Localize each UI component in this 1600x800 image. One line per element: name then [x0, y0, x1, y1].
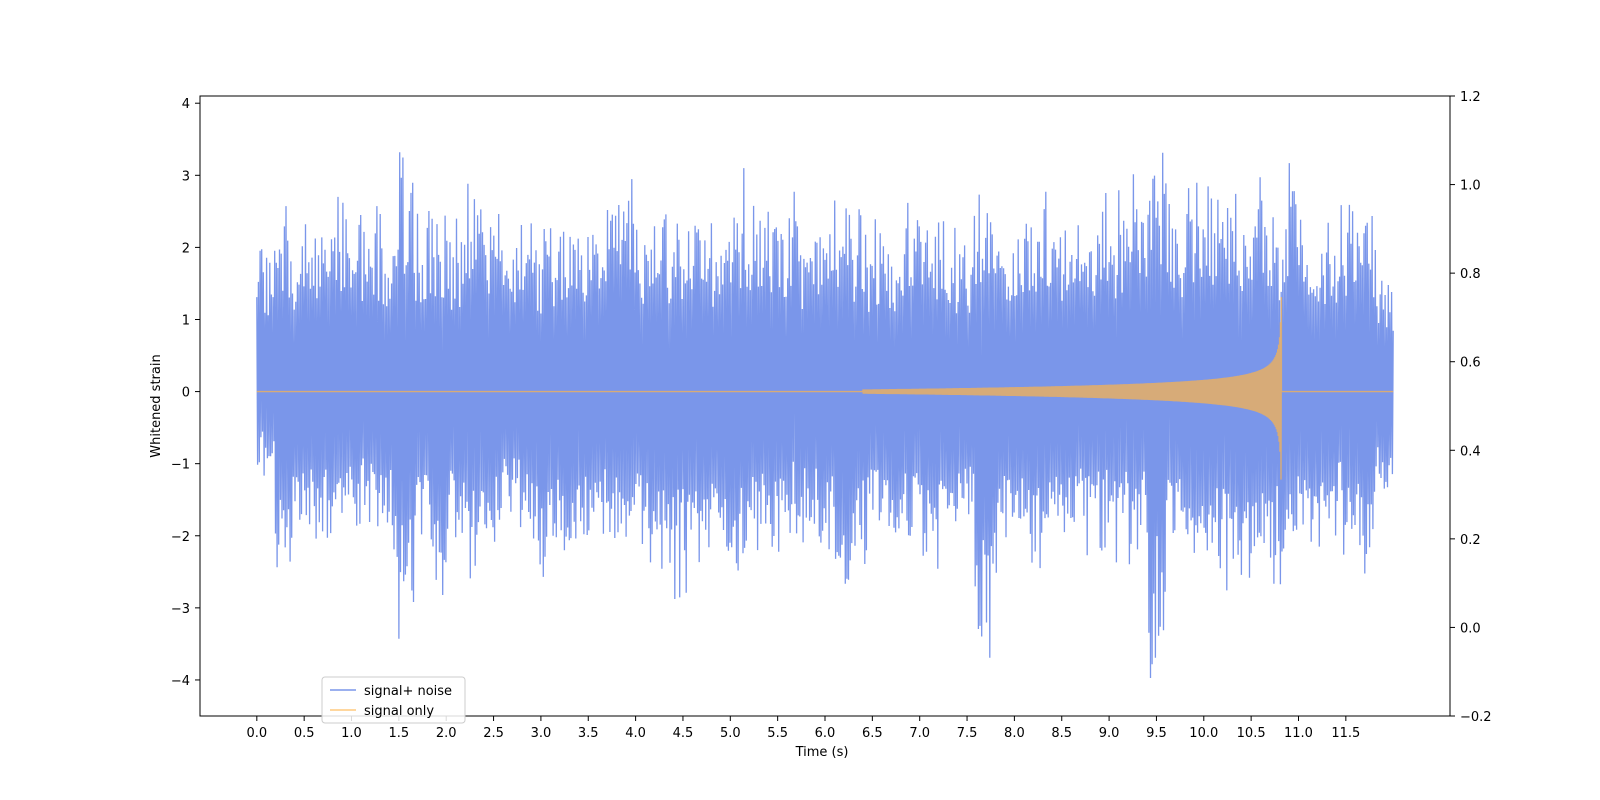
y-tick-label: −1 — [171, 458, 190, 473]
y2-tick-label: 1.2 — [1460, 90, 1481, 105]
y-tick-label: 0 — [182, 386, 190, 401]
y-tick-label: 3 — [182, 169, 190, 184]
x-tick-label: 4.5 — [673, 726, 694, 741]
y-tick-label: −4 — [171, 674, 190, 689]
x-tick-label: 11.0 — [1284, 726, 1313, 741]
x-tick-label: 6.5 — [862, 726, 883, 741]
x-tick-label: 1.5 — [389, 726, 410, 741]
series-signal-only — [256, 297, 1394, 480]
y-tick-label: 4 — [182, 97, 190, 112]
x-tick-label: 10.5 — [1237, 726, 1266, 741]
x-tick-label: 8.5 — [1051, 726, 1072, 741]
y2-tick-label: 0.2 — [1460, 533, 1481, 548]
y-axis-label: Whitened strain — [149, 354, 164, 457]
x-tick-label: 4.0 — [625, 726, 646, 741]
y-tick-label: 1 — [182, 313, 190, 328]
x-tick-label: 2.5 — [483, 726, 504, 741]
x-tick-label: 5.0 — [720, 726, 741, 741]
x-tick-label: 8.0 — [1004, 726, 1025, 741]
y2-tick-label: 0.6 — [1460, 356, 1481, 371]
x-tick-label: 7.0 — [909, 726, 930, 741]
y2-tick-label: 1.0 — [1460, 179, 1481, 194]
series-signal-noise — [256, 152, 1394, 679]
legend: signal+ noise signal only — [321, 676, 466, 724]
y-tick-label: −3 — [171, 602, 190, 617]
signal-trace — [256, 297, 1394, 480]
x-tick-label: 3.5 — [578, 726, 599, 741]
x-tick-label: 0.0 — [246, 726, 267, 741]
x-tick-label: 9.0 — [1099, 726, 1120, 741]
noise-trace — [256, 152, 1394, 679]
x-tick-label: 0.5 — [294, 726, 315, 741]
x-tick-label: 7.5 — [957, 726, 978, 741]
y2-tick-label: 0.4 — [1460, 444, 1481, 459]
legend-entry: signal only — [364, 704, 434, 719]
x-tick-label: 9.5 — [1146, 726, 1167, 741]
x-tick-label: 3.0 — [531, 726, 552, 741]
y2-tick-label: 0.0 — [1460, 621, 1481, 636]
x-axis-label: Time (s) — [795, 745, 849, 760]
x-tick-label: 11.5 — [1331, 726, 1360, 741]
legend-box — [321, 676, 466, 724]
x-axis-ticks: 0.0 0.5 1.0 1.5 2.0 2.5 3.0 3.5 4.0 4.5 5.0 5.5 6.0 6… — [246, 716, 1360, 741]
y-axis-ticks: −4 −3 −2 −1 0 1 2 3 4 — [171, 97, 200, 689]
y2-tick-label: 0.8 — [1460, 267, 1481, 282]
x-tick-label: 6.0 — [815, 726, 836, 741]
y2-axis-ticks: −0.2 0.0 0.2 0.4 0.6 0.8 1.0 1.2 — [1450, 90, 1492, 725]
x-tick-label: 10.0 — [1189, 726, 1218, 741]
y2-tick-label: −0.2 — [1460, 710, 1492, 725]
legend-entry: signal+ noise — [364, 684, 452, 699]
y-tick-label: 2 — [182, 241, 190, 256]
x-tick-label: 1.0 — [341, 726, 362, 741]
x-tick-label: 2.0 — [436, 726, 457, 741]
x-tick-label: 5.5 — [767, 726, 788, 741]
y-tick-label: −2 — [171, 530, 190, 545]
